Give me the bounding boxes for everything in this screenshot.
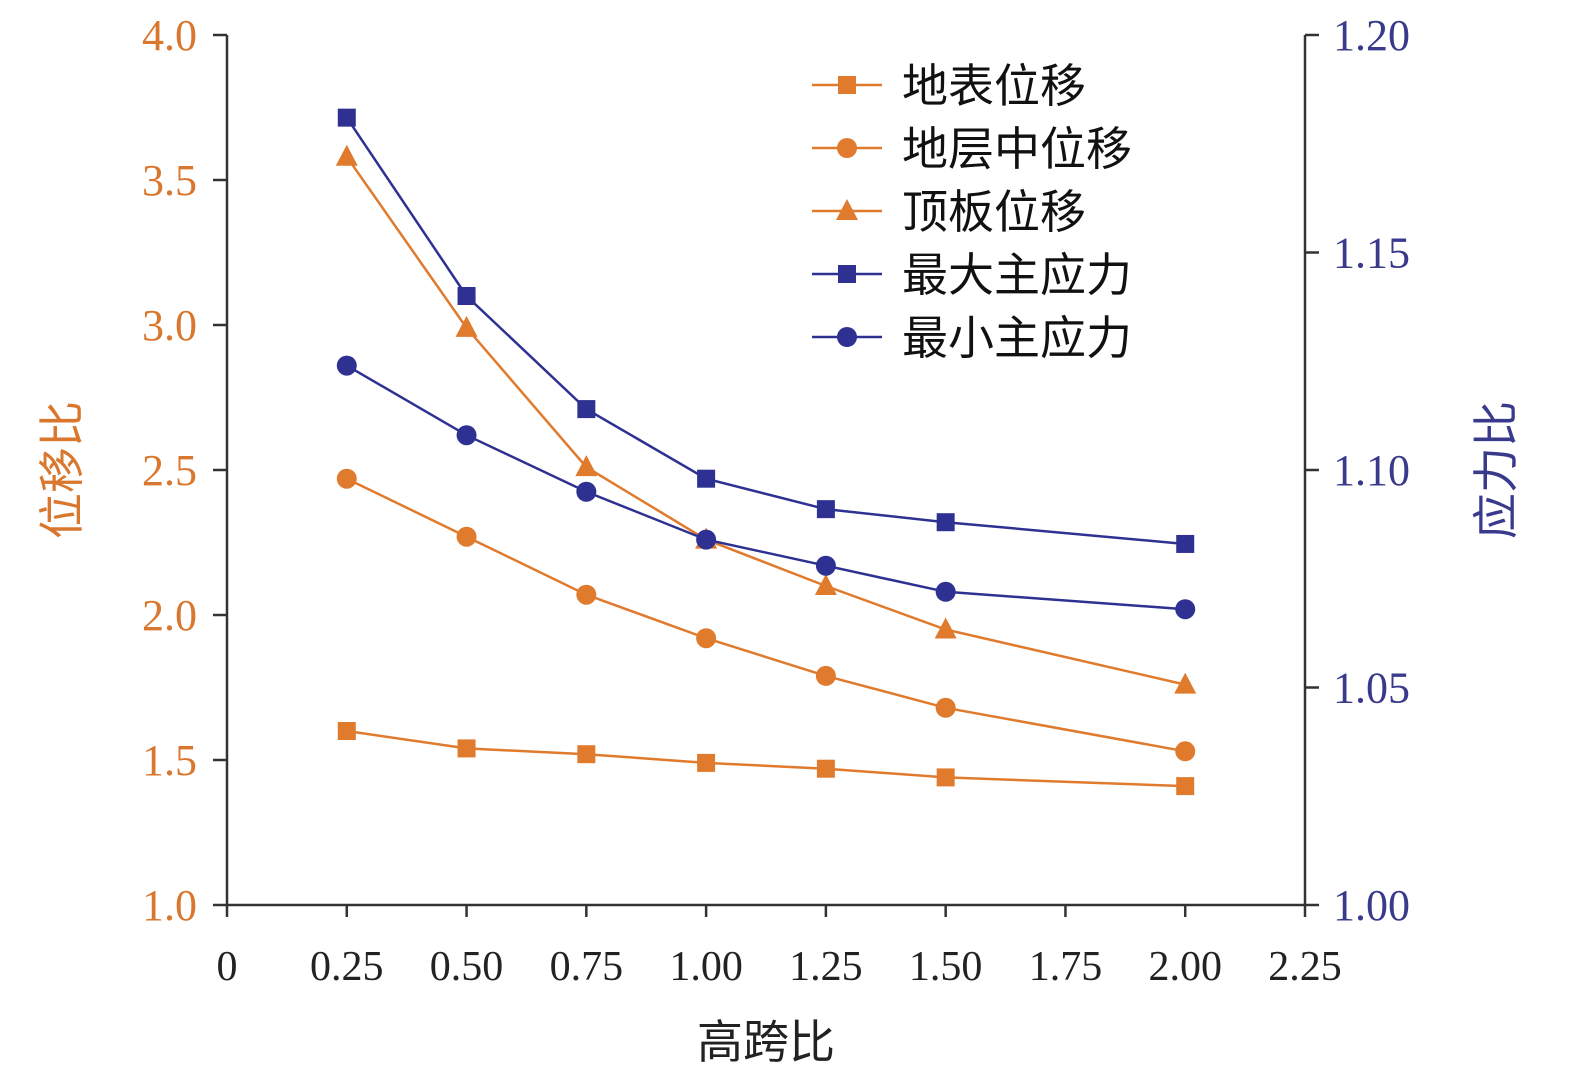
- data-point: [337, 108, 356, 127]
- series-line: [346, 477, 1186, 753]
- legend-entry: 顶板位移: [812, 185, 1086, 239]
- data-point: [816, 500, 835, 519]
- x-tick-label: 0.25: [310, 944, 384, 990]
- data-point: [696, 529, 717, 550]
- axes: [225, 35, 1307, 907]
- data-point: [697, 469, 716, 488]
- series-5: [336, 355, 1196, 620]
- data-point: [696, 628, 717, 649]
- legend-entry: 地层中位移: [812, 122, 1132, 176]
- data-point: [1175, 599, 1196, 620]
- y-left-tick-label: 1.0: [142, 881, 197, 930]
- data-point: [814, 574, 837, 595]
- series-4: [337, 108, 1195, 553]
- data-point: [1176, 777, 1195, 796]
- data-point: [576, 481, 597, 502]
- y-left-tick-label: 1.5: [142, 736, 197, 785]
- data-point: [455, 315, 478, 337]
- data-point: [1176, 534, 1195, 553]
- x-tick-label: 2.25: [1268, 944, 1342, 990]
- data-point: [815, 555, 836, 576]
- data-point: [575, 455, 598, 477]
- data-point: [934, 617, 957, 639]
- legend-label: 地层中位移: [902, 122, 1132, 176]
- series-line: [346, 364, 1186, 611]
- y-left-tick-label: 2.5: [142, 446, 197, 495]
- data-point: [577, 745, 596, 764]
- ticks: 1.0 1.5 2.0 2.5 3.0 3.5 4.0 1.00 1.05 1.10 1.15 1.2…: [142, 11, 1410, 990]
- y-right-tick-label: 1.15: [1333, 229, 1410, 278]
- data-point: [457, 739, 476, 758]
- series-layer: [335, 108, 1197, 796]
- legend-entry: 最小主应力: [812, 311, 1132, 365]
- x-tick-label: 0.75: [550, 944, 624, 990]
- data-point: [576, 584, 597, 605]
- legend-marker: [837, 327, 857, 347]
- data-point: [456, 526, 477, 547]
- data-point: [935, 697, 956, 718]
- data-point: [1174, 672, 1197, 694]
- y-left-axis-title: 位移比: [35, 401, 89, 539]
- x-tick-label: 1.50: [909, 944, 983, 990]
- legend-marker: [837, 138, 857, 158]
- data-point: [336, 468, 357, 489]
- data-point: [577, 400, 596, 419]
- y-left-tick-label: 3.5: [142, 156, 197, 205]
- legend-label: 顶板位移: [902, 185, 1086, 239]
- legend-label: 地表位移: [902, 59, 1086, 113]
- data-point: [337, 722, 356, 740]
- y-left-tick-label: 4.0: [142, 11, 197, 60]
- y-right-axis-title: 应力比: [1469, 401, 1523, 539]
- legend-marker: [838, 76, 856, 94]
- x-tick-label: 1.00: [669, 944, 743, 990]
- data-point: [457, 287, 476, 305]
- legend-label: 最小主应力: [902, 311, 1132, 365]
- legend-marker: [836, 199, 858, 220]
- series-1: [337, 722, 1195, 796]
- y-left-tick-label: 3.0: [142, 301, 197, 350]
- x-tick-label: 1.25: [789, 944, 863, 990]
- series-2: [336, 468, 1196, 762]
- y-right-tick-label: 1.10: [1333, 446, 1410, 495]
- y-right-tick-label: 1.20: [1333, 11, 1410, 60]
- legend-entry: 最大主应力: [812, 248, 1132, 302]
- data-point: [456, 425, 477, 446]
- data-point: [335, 144, 358, 166]
- data-point: [1175, 741, 1196, 762]
- data-point: [935, 581, 956, 602]
- y-right-tick-label: 1.00: [1333, 881, 1410, 930]
- series-line: [346, 729, 1186, 788]
- data-point: [936, 768, 955, 787]
- y-right-tick-label: 1.05: [1333, 664, 1410, 713]
- data-point: [816, 759, 835, 778]
- x-tick-label: 0: [217, 944, 238, 990]
- legend-marker: [838, 265, 856, 283]
- x-tick-label: 1.75: [1029, 944, 1103, 990]
- data-point: [336, 355, 357, 376]
- x-tick-label: 0.50: [430, 944, 504, 990]
- data-point: [815, 665, 836, 686]
- y-left-tick-label: 2.0: [142, 591, 197, 640]
- x-tick-label: 2.00: [1148, 944, 1222, 990]
- legend-label: 最大主应力: [902, 248, 1132, 302]
- x-axis-title: 高跨比: [697, 1015, 835, 1069]
- data-point: [697, 753, 716, 772]
- data-point: [936, 513, 955, 532]
- legend-entry: 地表位移: [812, 59, 1086, 113]
